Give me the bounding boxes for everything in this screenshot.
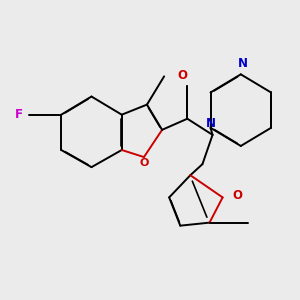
Text: O: O <box>232 189 242 202</box>
Text: N: N <box>206 117 216 130</box>
Text: N: N <box>238 57 248 70</box>
Text: F: F <box>15 108 22 121</box>
Text: O: O <box>140 158 149 168</box>
Text: O: O <box>177 69 187 82</box>
